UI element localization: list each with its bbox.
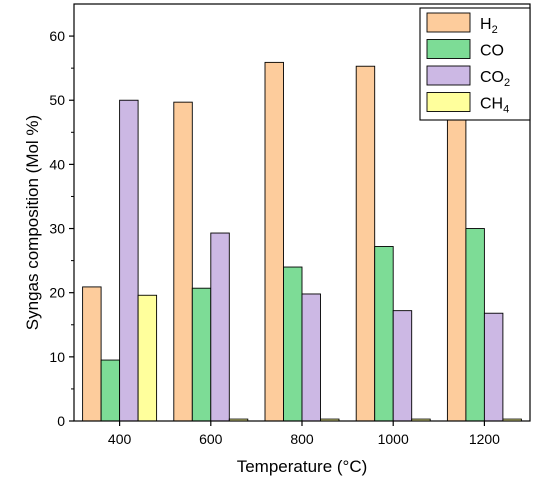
y-tick-label: 0 (57, 413, 65, 429)
bar-ch4-400 (137, 294, 158, 422)
bar-h2-800 (264, 61, 284, 422)
y-axis: 0 10 20 30 40 50 60 (49, 28, 74, 429)
y-tick-label: 20 (49, 285, 65, 301)
x-axis: 400 600 800 1000 1200 (108, 421, 500, 447)
bar-co-800 (283, 266, 303, 422)
bar-co-1000 (374, 246, 394, 422)
y-tick-label: 40 (49, 156, 65, 172)
y-tick-label: 30 (49, 221, 65, 237)
y-tick-label: 50 (49, 92, 65, 108)
legend-swatch-co (426, 39, 471, 59)
y-tick-label: 60 (49, 28, 65, 44)
y-axis-label: Syngas composition (Mol %) (23, 115, 42, 330)
legend: H2 CO CO2 CH4 (419, 7, 531, 121)
bar-h2-400 (82, 286, 102, 422)
legend-swatch-ch4 (426, 92, 471, 112)
x-tick-label: 800 (290, 431, 314, 447)
legend-label-ch4: CH4 (480, 96, 509, 116)
x-tick-label: 1000 (378, 431, 409, 447)
bar-co2-1200 (483, 312, 504, 422)
legend-label-h2: H2 (480, 16, 498, 36)
bar-co-600 (191, 287, 212, 422)
bar-co-400 (100, 359, 121, 422)
x-tick-label: 600 (199, 431, 223, 447)
x-tick-label: 1200 (469, 431, 500, 447)
bar-h2-600 (173, 101, 193, 422)
bar-h2-1200 (446, 81, 467, 422)
y-tick-label: 10 (49, 349, 65, 365)
x-tick-label: 400 (108, 431, 132, 447)
bar-co2-800 (301, 293, 321, 422)
legend-swatch-h2 (426, 12, 471, 33)
bar-h2-1000 (355, 65, 376, 422)
bar-co2-600 (210, 232, 230, 422)
legend-label-co2: CO2 (480, 69, 510, 89)
bar-co2-1000 (392, 310, 413, 422)
legend-label-co: CO (480, 43, 504, 60)
x-axis-label: Temperature (°C) (237, 457, 368, 476)
bars-group (82, 61, 522, 422)
bar-co-1200 (465, 228, 485, 422)
legend-swatch-co2 (426, 65, 471, 86)
bar-co2-400 (119, 99, 139, 422)
